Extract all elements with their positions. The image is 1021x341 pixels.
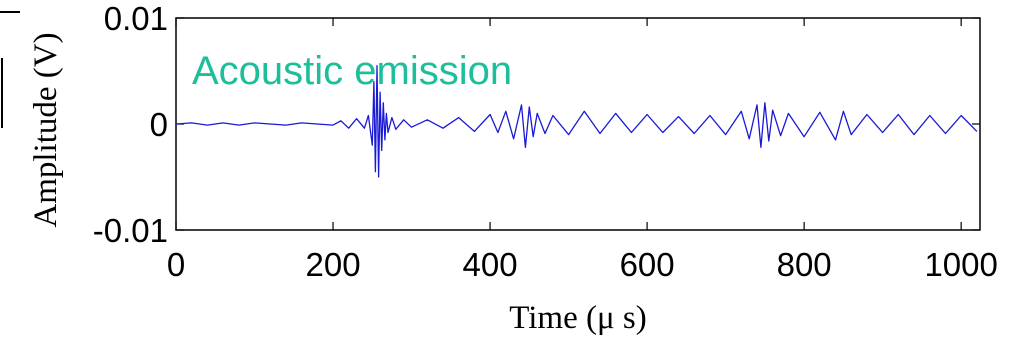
y-tick-label: 0.01 [104, 0, 168, 37]
x-tick-label: 800 [777, 246, 832, 283]
series-line-acoustic-emission [175, 65, 978, 178]
x-tick-label: 400 [463, 246, 518, 283]
x-tick-labels: 0 200 400 600 800 1000 [167, 246, 998, 283]
x-tick-label: 1000 [924, 246, 997, 283]
x-axis-title: Time (μ s) [509, 300, 647, 336]
y-tick-labels: -0.01 0 0.01 [93, 0, 168, 249]
y-axis-title: Amplitude (V) [28, 32, 64, 227]
x-tick-label: 600 [620, 246, 675, 283]
y-tick-label: -0.01 [93, 212, 168, 249]
x-tick-label: 0 [167, 246, 185, 283]
y-tick-label: 0 [150, 106, 168, 143]
annotation-label: Acoustic emission [192, 49, 512, 93]
x-tick-label: 200 [306, 246, 361, 283]
